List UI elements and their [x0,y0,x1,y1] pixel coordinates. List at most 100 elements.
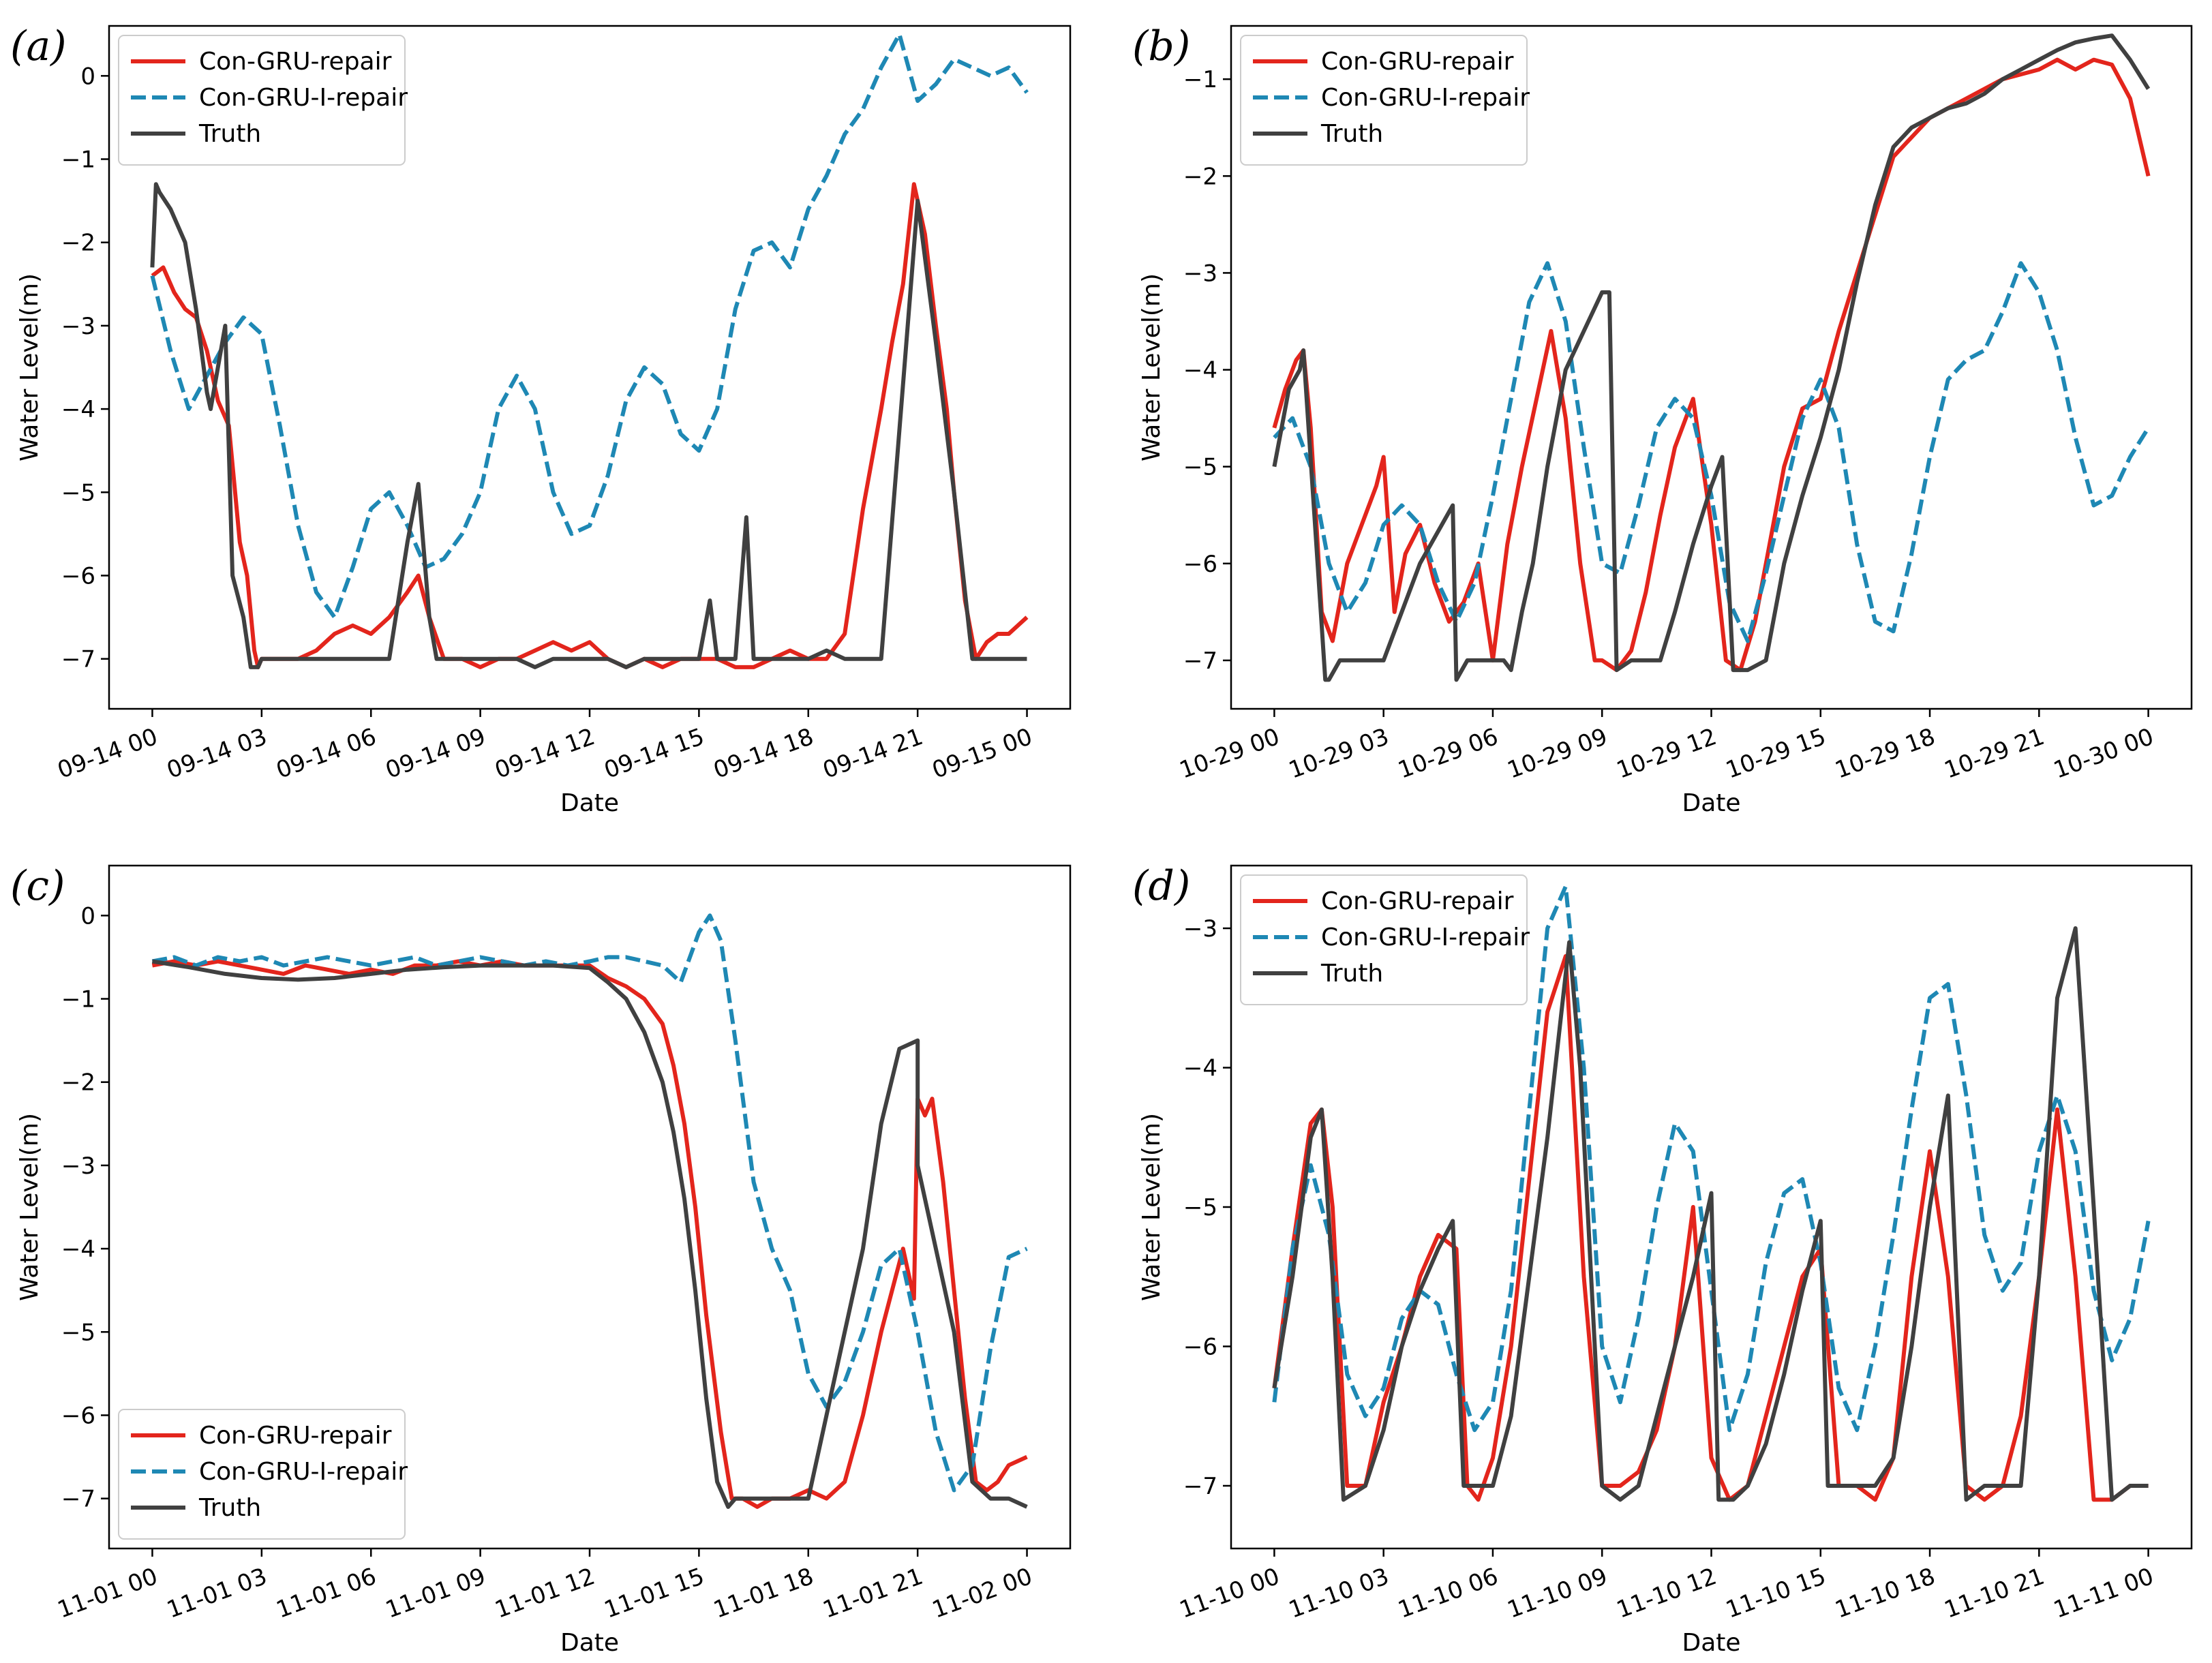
x-tick-label: 10-29 00 [1176,723,1283,784]
y-tick-label: −1 [61,986,95,1013]
y-tick-label: −7 [1183,1473,1217,1500]
y-tick-label: 0 [80,902,95,930]
legend-box [118,35,406,166]
x-tick-label: 10-29 18 [1832,723,1939,784]
series-line-truth [150,182,1027,669]
legend: Con-GRU-repair Con-GRU-I-repair Truth [1240,35,1530,166]
y-tick-label: −1 [1183,66,1217,93]
y-axis-title: Water Level(m) [16,273,44,461]
panel-2: 0−1−2−3−4−5−6−711-01 00 11-01 03 11-01 06 1… [10,862,1072,1657]
x-tick-label: 11-01 12 [491,1563,599,1624]
legend-label-truth: Truth [1320,120,1383,148]
x-tick-label: 11-10 15 [1723,1563,1830,1624]
y-tick-label: −7 [61,646,95,673]
x-tick-label: 09-15 00 [928,723,1035,784]
y-tick-label: −2 [61,230,95,257]
x-tick-label: 10-29 09 [1504,723,1611,784]
x-tick-label: 10-29 06 [1395,723,1502,784]
series-line-con-gru-repair [151,959,1028,1509]
x-tick-label: 09-14 15 [601,723,708,784]
x-tick-label: 11-10 00 [1176,1563,1283,1624]
panel-label: (c) [10,862,65,910]
x-tick-label: 09-14 21 [819,723,926,784]
y-tick-label: −2 [1183,163,1217,190]
x-tick-label: 09-14 18 [710,723,817,784]
y-tick-label: −5 [1183,1194,1217,1221]
y-tick-label: −3 [61,1153,95,1180]
x-axis-title: Date [560,789,619,817]
legend-label-truth: Truth [198,1494,261,1522]
legend: Con-GRU-repair Con-GRU-I-repair Truth [118,1409,408,1540]
y-tick-label: −5 [61,479,95,506]
x-tick-label: 11-01 06 [273,1563,380,1624]
y-tick-label: −6 [61,1402,95,1429]
legend-label-con-gru-i-repair: Con-GRU-I-repair [199,1458,408,1486]
panel-3: −3−4−5−6−711-10 00 11-10 03 11-10 06 11-10 … [1132,862,2193,1657]
legend-label-con-gru-i-repair: Con-GRU-I-repair [199,84,408,112]
y-tick-label: −5 [1183,454,1217,481]
panel-0: 0−1−2−3−4−5−6−709-14 00 09-14 03 09-14 06 0… [10,22,1072,817]
y-tick-label: −2 [61,1069,95,1097]
legend-label-con-gru-repair: Con-GRU-repair [199,48,392,76]
x-tick-label: 10-29 15 [1723,723,1830,784]
x-tick-label: 11-10 18 [1832,1563,1939,1624]
legend-label-truth: Truth [1320,960,1383,988]
x-tick-label: 11-11 00 [2050,1563,2157,1624]
series-line-con-gru-i-repair [1273,261,2151,643]
y-tick-label: −3 [1183,915,1217,943]
y-axis-title: Water Level(m) [1138,1113,1166,1301]
x-tick-label: 09-14 00 [54,723,161,784]
y-tick-label: −4 [1183,357,1217,384]
x-tick-label: 09-14 12 [491,723,599,784]
y-tick-label: 0 [80,63,95,90]
x-axis-title: Date [1682,789,1740,817]
y-tick-label: −6 [61,562,95,590]
x-axis-title: Date [1682,1629,1740,1657]
y-tick-label: −7 [1183,647,1217,675]
y-axis-title: Water Level(m) [1138,273,1166,461]
legend-box [1240,874,1528,1005]
series-line-con-gru-i-repair [150,32,1029,620]
series-line-con-gru-repair [151,182,1029,669]
y-axis-title: Water Level(m) [16,1113,44,1301]
x-tick-label: 11-01 03 [164,1563,271,1624]
y-tick-label: −3 [1183,260,1217,287]
x-tick-label: 11-01 09 [382,1563,489,1624]
legend-box [118,1409,406,1540]
x-tick-label: 11-10 12 [1613,1563,1720,1624]
x-tick-label: 11-01 15 [601,1563,708,1624]
legend: Con-GRU-repair Con-GRU-I-repair Truth [1240,874,1530,1005]
x-tick-label: 11-01 21 [819,1563,926,1624]
legend-label-con-gru-repair: Con-GRU-repair [1321,887,1514,915]
legend-label-con-gru-repair: Con-GRU-repair [1321,48,1514,76]
y-tick-label: −4 [61,396,95,423]
x-tick-label: 11-01 18 [710,1563,817,1624]
x-tick-label: 11-10 09 [1504,1563,1611,1624]
x-tick-label: 11-10 21 [1941,1563,2048,1624]
y-tick-label: −3 [61,313,95,340]
series-line-truth [1272,926,2149,1502]
y-tick-label: −6 [1183,551,1217,578]
y-tick-label: −7 [61,1486,95,1513]
legend-label-con-gru-i-repair: Con-GRU-I-repair [1321,84,1530,112]
x-tick-label: 09-14 06 [273,723,380,784]
x-tick-label: 11-10 03 [1285,1563,1392,1624]
legend-box [1240,35,1528,166]
legend-label-con-gru-repair: Con-GRU-repair [199,1422,392,1450]
legend: Con-GRU-repair Con-GRU-I-repair Truth [118,35,408,166]
series-line-truth [1272,33,2151,682]
y-tick-label: −4 [1183,1055,1217,1082]
x-tick-label: 10-30 00 [2050,723,2157,784]
y-tick-label: −5 [61,1319,95,1346]
panel-label: (b) [1132,22,1190,70]
series-line-con-gru-repair [1272,57,2151,673]
x-tick-label: 09-14 09 [382,723,489,784]
series-line-truth [151,959,1028,1509]
x-tick-label: 09-14 03 [164,723,271,784]
x-tick-label: 10-29 21 [1941,723,2048,784]
panel-1: −1−2−3−4−5−6−710-29 00 10-29 03 10-29 06 10… [1132,22,2193,817]
x-tick-label: 11-10 06 [1395,1563,1502,1624]
x-tick-label: 10-29 12 [1613,723,1720,784]
x-tick-label: 11-02 00 [928,1563,1035,1624]
